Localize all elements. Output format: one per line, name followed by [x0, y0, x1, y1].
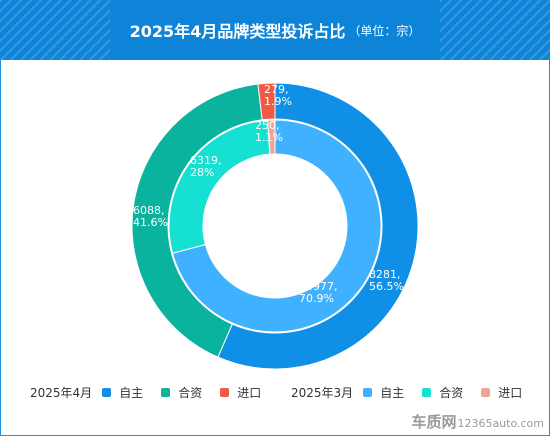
slice-april-domestic[interactable] [217, 82, 419, 370]
legend-item-march-import[interactable]: 进口 [481, 384, 522, 401]
chart-title: 2025年4月品牌类型投诉占比 [129, 22, 346, 41]
watermark: 车质网 12365auto.com [411, 411, 544, 432]
legend-label-march-import: 进口 [498, 385, 523, 400]
watermark-brand: 车质网 [411, 413, 457, 431]
legend-label-april-import: 进口 [237, 385, 262, 400]
header-stripes-right [440, 0, 550, 60]
legend-swatch-april-domestic [102, 387, 112, 397]
slice-april-jv[interactable] [131, 83, 263, 358]
legend-label-march-jv: 合资 [439, 385, 464, 400]
legend-swatch-april-jv [161, 387, 171, 397]
data-label-march-domestic: 15977, 70.9% [299, 280, 338, 305]
slice-april-import[interactable] [257, 82, 276, 121]
donut-chart: 8281, 56.5% 6088, 41.6% 279, 1.9% 15977, 70.9% 6… [131, 82, 419, 370]
legend-swatch-march-import [481, 387, 491, 397]
legend: 2025年4月 自主 合资 进口 2025年3月 自主 合资 进口 [0, 380, 550, 404]
legend-group-april: 2025年4月 自主 合资 进口 [30, 380, 279, 404]
slice-march-import[interactable] [267, 119, 276, 155]
legend-swatch-april-import [220, 387, 230, 397]
legend-item-april-import[interactable]: 进口 [220, 384, 261, 401]
legend-item-april-domestic[interactable]: 自主 [102, 384, 143, 401]
header-stripes-left [0, 0, 110, 60]
legend-group-label-march: 2025年3月 [291, 385, 354, 400]
watermark-url: 12365auto.com [457, 417, 544, 430]
title-wrap: 2025年4月品牌类型投诉占比 （单位：宗） [0, 0, 550, 60]
data-label-april-import: 279, 1.9% [264, 83, 292, 108]
legend-item-march-jv[interactable]: 合资 [422, 384, 463, 401]
slice-march-domestic[interactable] [171, 119, 382, 333]
legend-group-march: 2025年3月 自主 合资 进口 [291, 380, 540, 404]
data-label-march-jv: 6319, 28% [190, 154, 222, 179]
legend-item-april-jv[interactable]: 合资 [161, 384, 202, 401]
legend-label-april-jv: 合资 [178, 385, 203, 400]
legend-group-label-april: 2025年4月 [30, 385, 93, 400]
legend-label-march-domestic: 自主 [380, 385, 405, 400]
chart-unit: （单位：宗） [348, 23, 421, 38]
legend-label-april-domestic: 自主 [119, 385, 144, 400]
data-label-april-jv: 6088, 41.6% [133, 204, 168, 229]
chart-header: 2025年4月品牌类型投诉占比 （单位：宗） [0, 0, 550, 60]
legend-swatch-march-jv [422, 387, 432, 397]
legend-swatch-march-domestic [363, 387, 373, 397]
legend-item-march-domestic[interactable]: 自主 [363, 384, 404, 401]
data-label-march-import: 250, 1.1% [255, 119, 283, 144]
data-label-april-domestic: 8281, 56.5% [369, 268, 404, 293]
